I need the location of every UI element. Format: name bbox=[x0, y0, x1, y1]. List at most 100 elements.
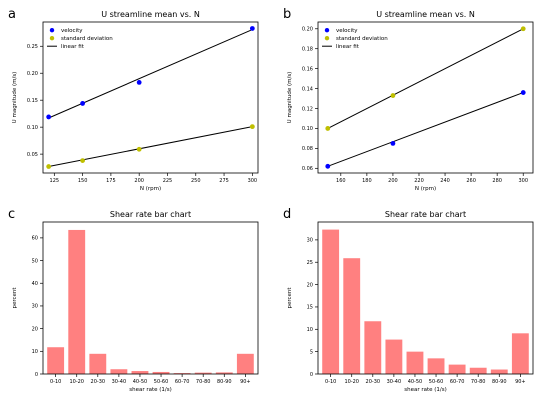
data-point-a-s0-0 bbox=[46, 114, 52, 120]
x-tick-label-a: 225 bbox=[163, 178, 173, 184]
legend-marker-a-1 bbox=[49, 36, 55, 41]
x-tick-label-d: 50-60 bbox=[429, 379, 444, 385]
x-tick-label-c: 0-10 bbox=[50, 379, 61, 385]
fit-line-a-1 bbox=[48, 126, 253, 168]
data-point-a-s0-1 bbox=[80, 101, 86, 106]
y-tick-label-b: 0.14 bbox=[302, 86, 313, 92]
x-tick-label-b: 240 bbox=[440, 178, 450, 184]
bar-c-8 bbox=[215, 372, 233, 374]
x-tick-label-b: 160 bbox=[336, 178, 346, 184]
x-tick-label-d: 10-20 bbox=[344, 379, 359, 385]
x-axis-label-d: shear rate (1/s) bbox=[404, 387, 447, 393]
x-tick-label-c: 30-40 bbox=[112, 379, 127, 385]
data-point-a-s1-2 bbox=[136, 146, 142, 152]
data-point-a-s0-3 bbox=[249, 26, 255, 31]
panel-letter-a: a bbox=[8, 7, 16, 22]
y-tick-label-b: 0.12 bbox=[302, 106, 313, 112]
bar-c-3 bbox=[110, 369, 128, 374]
y-tick-label-c: 20 bbox=[32, 326, 38, 332]
data-point-b-s1-2 bbox=[520, 26, 526, 32]
y-tick-label-b: 0.18 bbox=[302, 47, 313, 53]
y-axis-label-c: percent bbox=[12, 287, 18, 309]
x-tick-label-a: 125 bbox=[50, 178, 60, 184]
bar-d-1 bbox=[343, 258, 361, 374]
y-tick-label-d: 10 bbox=[307, 327, 313, 333]
x-axis-label-b: N (rpm) bbox=[415, 186, 436, 192]
plot-frame-d bbox=[317, 221, 534, 375]
x-tick-label-d: 60-70 bbox=[450, 379, 465, 385]
bar-d-0 bbox=[322, 229, 340, 374]
data-point-a-s1-0 bbox=[46, 164, 52, 169]
y-tick-label-b: 0.20 bbox=[302, 27, 313, 33]
bar-c-6 bbox=[173, 373, 191, 374]
x-tick-label-d: 40-50 bbox=[408, 379, 423, 385]
panel-letter-c: c bbox=[8, 207, 15, 222]
y-tick-label-d: 30 bbox=[307, 238, 313, 244]
panel-letter-b: b bbox=[283, 7, 291, 22]
bar-c-1 bbox=[68, 229, 86, 374]
y-tick-label-d: 25 bbox=[307, 260, 313, 266]
bar-c-5 bbox=[152, 371, 170, 374]
x-tick-label-b: 280 bbox=[492, 178, 502, 184]
chart-b: U streamline mean vs. N N (rpm) U magnitud… bbox=[287, 10, 534, 192]
y-tick-label-a: 0.15 bbox=[27, 98, 38, 104]
bar-c-7 bbox=[194, 372, 212, 374]
data-point-b-s0-1 bbox=[390, 140, 396, 146]
x-tick-label-d: 0-10 bbox=[325, 379, 336, 385]
legend-entry-a-2: linear fit bbox=[61, 44, 85, 50]
y-tick-label-a: 0.20 bbox=[27, 71, 38, 77]
y-tick-label-c: 60 bbox=[32, 236, 38, 242]
x-axis-label-c: shear rate (1/s) bbox=[129, 387, 172, 393]
legend-marker-b-0 bbox=[324, 28, 330, 33]
x-tick-label-b: 220 bbox=[414, 178, 424, 184]
x-tick-label-a: 150 bbox=[78, 178, 88, 184]
x-tick-label-c: 10-20 bbox=[69, 379, 84, 385]
chart-title-c: Shear rate bar chart bbox=[110, 210, 191, 219]
y-tick-label-c: 10 bbox=[32, 349, 38, 355]
chart-a: U streamline mean vs. N N (rpm) U magnitud… bbox=[12, 10, 259, 192]
x-tick-label-d: 70-80 bbox=[471, 379, 486, 385]
x-tick-label-a: 250 bbox=[191, 178, 201, 184]
legend-marker-b-1 bbox=[324, 36, 330, 41]
bar-d-7 bbox=[469, 367, 487, 374]
x-axis-label-a: N (rpm) bbox=[140, 186, 161, 192]
x-tick-label-a: 200 bbox=[134, 178, 144, 184]
chart-title-b: U streamline mean vs. N bbox=[376, 10, 475, 19]
plot-frame-c bbox=[42, 221, 259, 375]
y-tick-label-b: 0.08 bbox=[302, 146, 313, 152]
y-tick-label-d: 5 bbox=[310, 349, 313, 355]
y-tick-label-b: 0.10 bbox=[302, 126, 313, 132]
x-tick-label-b: 180 bbox=[362, 178, 372, 184]
y-tick-label-d: 0 bbox=[310, 372, 313, 378]
plot-frame-b bbox=[317, 21, 534, 174]
bar-c-4 bbox=[131, 371, 149, 374]
x-tick-label-c: 70-80 bbox=[196, 379, 211, 385]
y-tick-label-c: 50 bbox=[32, 258, 38, 264]
y-tick-label-d: 15 bbox=[307, 305, 313, 311]
plot-frame-a bbox=[42, 21, 259, 174]
chart-title-a: U streamline mean vs. N bbox=[101, 10, 200, 19]
bar-d-2 bbox=[364, 321, 382, 374]
y-tick-label-c: 30 bbox=[32, 304, 38, 310]
x-tick-label-c: 20-30 bbox=[91, 379, 106, 385]
bar-d-8 bbox=[490, 369, 508, 374]
data-point-b-s0-2 bbox=[520, 90, 526, 95]
bar-d-9 bbox=[511, 333, 529, 374]
x-tick-label-c: 50-60 bbox=[154, 379, 169, 385]
y-tick-label-c: 0 bbox=[35, 372, 38, 378]
legend-entry-b-1: standard deviation bbox=[336, 36, 388, 42]
data-point-a-s1-1 bbox=[80, 158, 86, 163]
x-tick-label-d: 30-40 bbox=[387, 379, 402, 385]
legend-entry-b-2: linear fit bbox=[336, 44, 360, 50]
y-tick-label-a: 0.05 bbox=[27, 152, 38, 158]
x-tick-label-d: 20-30 bbox=[366, 379, 381, 385]
x-tick-label-c: 60-70 bbox=[175, 379, 190, 385]
x-tick-label-c: 90+ bbox=[240, 379, 251, 385]
legend-entry-a-1: standard deviation bbox=[61, 36, 113, 42]
bar-d-3 bbox=[385, 339, 403, 374]
y-axis-label-a: U magnitude (m/s) bbox=[12, 72, 18, 124]
y-tick-label-a: 0.10 bbox=[27, 125, 38, 131]
x-tick-label-c: 80-90 bbox=[217, 379, 232, 385]
x-tick-label-d: 80-90 bbox=[492, 379, 507, 385]
